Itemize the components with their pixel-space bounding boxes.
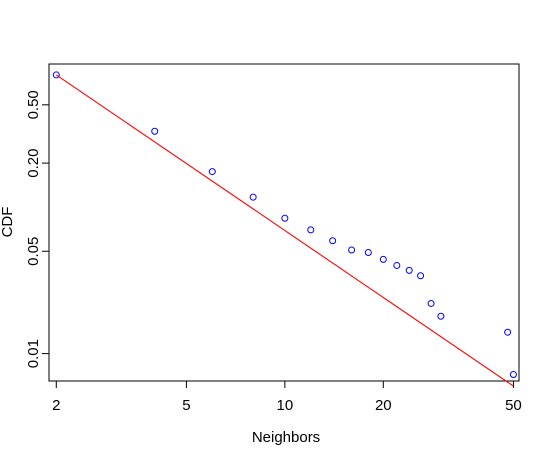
x-axis: 2 5 10 20 50 <box>52 381 522 414</box>
data-point <box>509 370 517 378</box>
y-tick-label: 0.05 <box>25 237 42 266</box>
data-point <box>208 168 216 176</box>
data-point <box>348 246 356 254</box>
y-tick-label: 0.01 <box>25 339 42 368</box>
data-point <box>417 272 425 280</box>
x-tick-label: 5 <box>182 397 190 414</box>
x-tick-label: 20 <box>375 397 392 414</box>
data-point <box>281 214 289 222</box>
y-axis: 0.01 0.05 0.20 0.50 <box>25 90 49 368</box>
data-point <box>405 266 413 274</box>
data-point <box>437 312 445 320</box>
data-point <box>393 261 401 269</box>
data-point <box>151 127 159 135</box>
x-tick-label: 2 <box>52 397 60 414</box>
data-point <box>307 226 315 234</box>
data-point <box>364 249 372 257</box>
fit-line <box>55 74 514 387</box>
series-layer <box>52 71 517 387</box>
data-point <box>249 193 257 201</box>
y-tick-label: 0.50 <box>25 90 42 119</box>
x-tick-label: 50 <box>505 397 522 414</box>
data-point <box>52 71 60 79</box>
y-tick-label: 0.20 <box>25 148 42 177</box>
x-tick-label: 10 <box>277 397 294 414</box>
x-axis-title: Neighbors <box>252 429 320 446</box>
y-axis-title: CDF <box>0 207 16 238</box>
data-point <box>379 255 387 263</box>
plot-frame <box>48 63 520 382</box>
data-point <box>329 237 337 245</box>
data-point <box>427 299 435 307</box>
data-point <box>504 328 512 336</box>
